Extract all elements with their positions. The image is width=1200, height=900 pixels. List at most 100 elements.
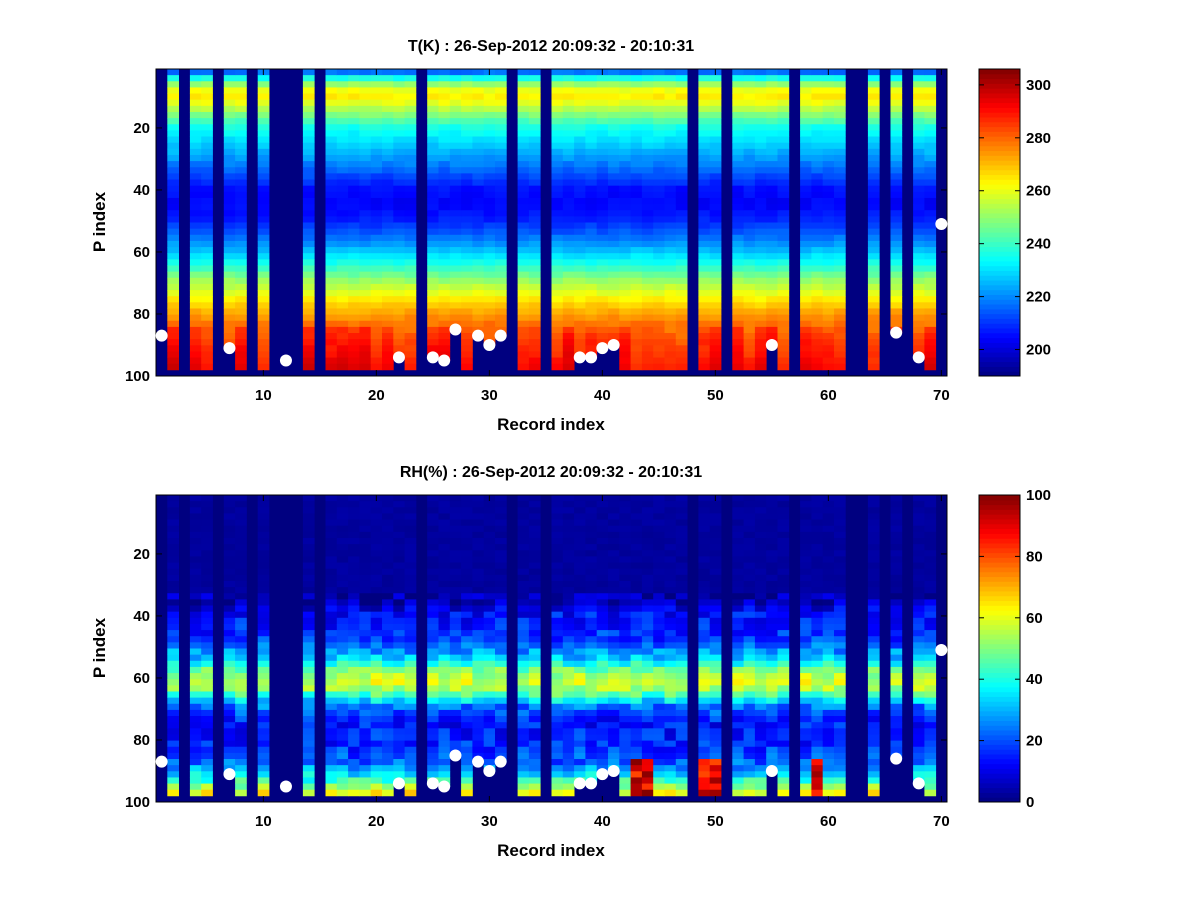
heat-cell bbox=[223, 519, 236, 527]
heat-cell bbox=[574, 253, 586, 260]
heat-cell bbox=[811, 648, 824, 656]
heat-cell bbox=[370, 734, 383, 741]
heat-cell bbox=[811, 185, 824, 193]
heat-cell bbox=[754, 556, 767, 563]
heat-cell bbox=[834, 130, 846, 137]
heat-cell bbox=[370, 216, 383, 223]
heat-cell bbox=[189, 87, 202, 94]
heat-cell bbox=[619, 605, 631, 613]
heat-cell bbox=[574, 265, 586, 273]
heat-cell bbox=[709, 185, 722, 193]
heat-cell bbox=[754, 501, 767, 508]
heat-cell bbox=[167, 204, 179, 211]
heat-cell bbox=[223, 118, 236, 125]
heat-cell bbox=[201, 339, 213, 346]
heat-cell bbox=[777, 339, 790, 346]
heat-cell bbox=[438, 247, 451, 254]
heat-cell bbox=[370, 222, 383, 230]
heat-cell bbox=[800, 222, 812, 230]
heat-cell bbox=[370, 105, 383, 113]
heat-cell bbox=[201, 666, 213, 674]
heat-cell bbox=[867, 124, 880, 131]
heat-cell bbox=[585, 247, 598, 254]
heat-cell bbox=[370, 357, 383, 365]
heat-cell bbox=[393, 216, 405, 223]
heat-cell bbox=[574, 605, 586, 613]
heat-cell bbox=[811, 111, 824, 119]
heat-cell bbox=[596, 728, 609, 735]
heat-cell bbox=[754, 333, 767, 340]
heat-cell bbox=[223, 173, 236, 180]
heat-cell bbox=[743, 703, 756, 711]
heat-cell bbox=[348, 593, 360, 600]
heat-cell bbox=[472, 81, 485, 88]
temperature-column-61 bbox=[834, 69, 846, 371]
heat-cell bbox=[596, 271, 609, 279]
heat-cell bbox=[257, 154, 270, 162]
temperature-colorbar-segment bbox=[979, 69, 1020, 75]
heat-cell bbox=[562, 593, 575, 600]
heat-cell bbox=[709, 210, 722, 217]
heat-cell bbox=[438, 333, 451, 340]
heat-cell bbox=[404, 722, 417, 729]
heat-cell bbox=[822, 228, 835, 236]
heat-cell bbox=[325, 716, 338, 723]
heat-cell bbox=[495, 185, 507, 193]
heat-cell bbox=[393, 290, 405, 297]
heat-cell bbox=[348, 728, 360, 735]
heat-cell bbox=[562, 363, 575, 371]
heat-cell bbox=[461, 630, 473, 637]
heat-cell bbox=[336, 271, 349, 279]
heat-cell bbox=[348, 185, 360, 193]
heat-cell bbox=[822, 351, 835, 358]
heat-cell bbox=[551, 185, 564, 193]
heat-cell bbox=[461, 197, 473, 205]
heat-cell bbox=[822, 537, 835, 545]
temperature-colorbar-tick-label: 200 bbox=[1026, 342, 1051, 359]
heat-cell bbox=[483, 519, 496, 527]
heat-cell bbox=[675, 240, 688, 248]
heat-cell bbox=[777, 531, 790, 539]
heat-cell bbox=[449, 666, 462, 674]
temperature-colorbar-segment bbox=[979, 227, 1020, 233]
heat-cell bbox=[551, 320, 564, 328]
heat-cell bbox=[302, 599, 315, 606]
heat-cell bbox=[822, 253, 835, 260]
heat-cell bbox=[495, 722, 507, 729]
heat-cell bbox=[754, 253, 767, 260]
heat-cell bbox=[223, 142, 236, 150]
heat-cell bbox=[641, 87, 654, 94]
heat-cell bbox=[551, 345, 564, 352]
heat-cell bbox=[404, 556, 417, 563]
heat-cell bbox=[393, 265, 405, 273]
humidity-column-17 bbox=[336, 495, 349, 797]
heat-cell bbox=[223, 81, 236, 88]
heat-cell bbox=[348, 277, 360, 285]
heat-cell bbox=[619, 507, 631, 514]
heat-cell bbox=[630, 771, 643, 778]
heat-cell bbox=[743, 716, 756, 723]
heat-cell bbox=[167, 247, 179, 254]
heat-cell bbox=[675, 636, 688, 643]
heat-cell bbox=[811, 75, 824, 82]
heat-cell bbox=[528, 513, 541, 520]
heat-cell bbox=[766, 216, 778, 223]
heat-cell bbox=[811, 709, 824, 717]
heat-cell bbox=[608, 611, 620, 619]
heat-cell bbox=[822, 501, 835, 508]
heat-cell bbox=[675, 99, 688, 107]
heat-cell bbox=[528, 148, 541, 156]
heat-cell bbox=[754, 197, 767, 205]
heat-cell bbox=[675, 716, 688, 723]
heat-cell bbox=[822, 136, 835, 144]
heat-cell bbox=[811, 197, 824, 205]
heat-cell bbox=[235, 228, 247, 236]
heat-cell bbox=[257, 118, 270, 125]
heat-cell bbox=[641, 308, 654, 315]
heat-cell bbox=[754, 685, 767, 692]
heat-cell bbox=[404, 679, 417, 686]
heat-cell bbox=[562, 339, 575, 346]
heat-cell bbox=[732, 660, 744, 668]
heat-cell bbox=[766, 734, 778, 741]
heat-cell bbox=[235, 167, 247, 174]
